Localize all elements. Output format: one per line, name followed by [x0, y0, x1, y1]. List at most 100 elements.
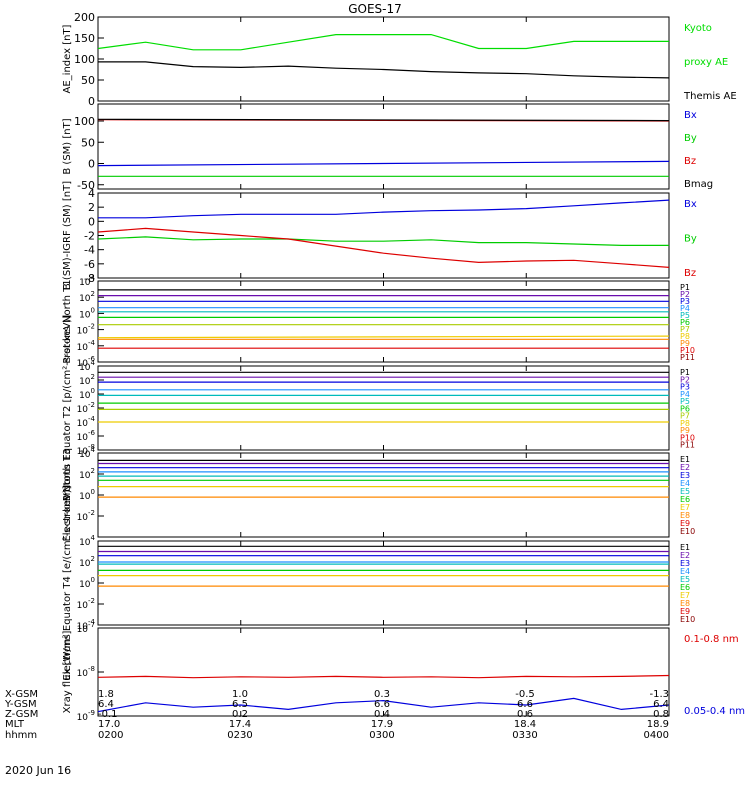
footer-value: 17.9: [371, 719, 393, 730]
footer-row-label: Y-GSM: [4, 699, 37, 710]
panel-frame: [97, 280, 670, 363]
channel-label: E5: [680, 575, 690, 584]
channel-label: P10: [680, 433, 695, 442]
y-tick-label: 102: [79, 555, 95, 569]
channel-label: E1: [680, 455, 690, 464]
y-axis-label: AE_index [nT]: [62, 24, 73, 93]
y-tick-label: 10-4: [77, 339, 96, 353]
footer-row-label: MLT: [5, 719, 25, 730]
legend-entry: Bmag: [684, 179, 713, 190]
channel-label: P6: [680, 404, 690, 413]
panel-frame: [97, 365, 670, 451]
legend-entry: By: [684, 234, 697, 245]
y-tick-label: 10-8: [77, 443, 95, 457]
y-tick-label: -4: [84, 244, 95, 257]
footer-value: 6.4: [653, 699, 669, 710]
y-tick-label: 10-8: [77, 665, 95, 679]
series-p8: [98, 335, 669, 339]
channel-label: E7: [680, 591, 690, 600]
channel-label: E6: [680, 583, 690, 592]
footer-value: 17.0: [98, 719, 120, 730]
y-tick-label: 100: [79, 488, 95, 502]
channel-label: P8: [680, 419, 690, 428]
channel-label: E10: [680, 527, 695, 536]
y-tick-label: 100: [74, 53, 95, 66]
footer-value: 0200: [98, 730, 123, 741]
panel-8: 10-9 10-8 10-7 Xray flux [W/m²] 0.1-0.8 nm 0.…: [62, 621, 745, 723]
series-bx: [98, 199, 669, 219]
series-group: [98, 199, 669, 268]
series-group: [98, 118, 669, 177]
y-tick-label: 104: [79, 359, 95, 373]
footer-value: 17.4: [229, 719, 251, 730]
footer-value: -1.3: [649, 689, 669, 700]
channel-label: E1: [680, 543, 690, 552]
y-tick-label: 10-4: [77, 415, 96, 429]
legend-entry: Bz: [684, 156, 696, 167]
footer-value: 0400: [644, 730, 669, 741]
y-axis-label: B (SM) [nT]: [62, 118, 73, 174]
channel-label: P5: [680, 397, 690, 406]
y-axis-label: Xray flux [W/m²]: [62, 631, 73, 714]
footer-value: 6.6: [374, 699, 390, 710]
channel-label: E2: [680, 463, 690, 472]
legend-entry: Themis AE: [683, 91, 737, 102]
footer-value: -0.1: [98, 709, 118, 720]
y-tick-label: 0: [88, 158, 95, 171]
y-tick-label: 10-2: [77, 509, 95, 523]
channel-label: E5: [680, 487, 690, 496]
channel-label: P9: [680, 339, 690, 348]
footer-value: 1.8: [98, 689, 114, 700]
footer-row-label: hhmm: [5, 730, 37, 741]
y-tick-label: 102: [79, 373, 95, 387]
channel-label: P3: [680, 383, 690, 392]
footer-value: -0.5: [515, 689, 535, 700]
y-tick-label: 50: [81, 74, 95, 87]
footer-row-label: Z-GSM: [5, 709, 38, 720]
legend-entry: 0.05-0.4 nm: [684, 706, 745, 717]
footer-value: 6.4: [98, 699, 114, 710]
series-group: [98, 545, 669, 587]
footer-value: 6.5: [232, 699, 248, 710]
ephemeris-footer: X-GSMY-GSMZ-GSMMLThhmm1.86.4-0.117.00200…: [4, 689, 669, 741]
legend-entry: 0.1-0.8 nm: [684, 634, 739, 645]
panel-frame: [97, 540, 670, 626]
series-bmag: [98, 118, 669, 122]
series-0-1-0-8-nm: [98, 674, 669, 679]
footer-value: 0.2: [232, 709, 248, 720]
footer-value: 0330: [512, 730, 537, 741]
footer-value: 18.9: [647, 719, 669, 730]
y-tick-label: -6: [84, 258, 95, 271]
footer-value: 0.3: [374, 689, 390, 700]
channel-label: E4: [680, 567, 690, 576]
channel-label: P3: [680, 297, 690, 306]
y-tick-label: 100: [79, 306, 95, 320]
legend-entry: Bx: [684, 110, 697, 121]
series-by: [98, 236, 669, 246]
y-tick-label: -8: [84, 272, 95, 285]
y-tick-label: 104: [79, 274, 95, 288]
channel-label: E3: [680, 471, 690, 480]
y-tick-label: 150: [74, 32, 95, 45]
legend-entry: proxy AE: [684, 57, 728, 68]
y-tick-label: 200: [74, 11, 95, 24]
channel-label: E8: [680, 511, 690, 520]
panel-3: -8-6-4-2 024 B (SM)-IGRF (SM) [nT] Bx By Bz: [62, 181, 697, 290]
footer-value: 0.4: [374, 709, 390, 720]
y-tick-label: 10-6: [77, 429, 96, 443]
channel-label: E10: [680, 615, 695, 624]
series-group: [98, 674, 669, 713]
y-tick-label: 10-2: [77, 597, 95, 611]
y-tick-label: 2: [88, 201, 95, 214]
y-axis-label: Electrons North T3: [62, 448, 73, 541]
series-kyoto-proxy-ae: [98, 33, 669, 51]
y-tick-label: 0: [88, 215, 95, 228]
y-tick-label: 104: [79, 446, 95, 460]
footer-value: 0.8: [653, 709, 669, 720]
y-tick-label: 10-7: [77, 621, 95, 635]
date-label: 2020 Jun 16: [5, 764, 71, 777]
